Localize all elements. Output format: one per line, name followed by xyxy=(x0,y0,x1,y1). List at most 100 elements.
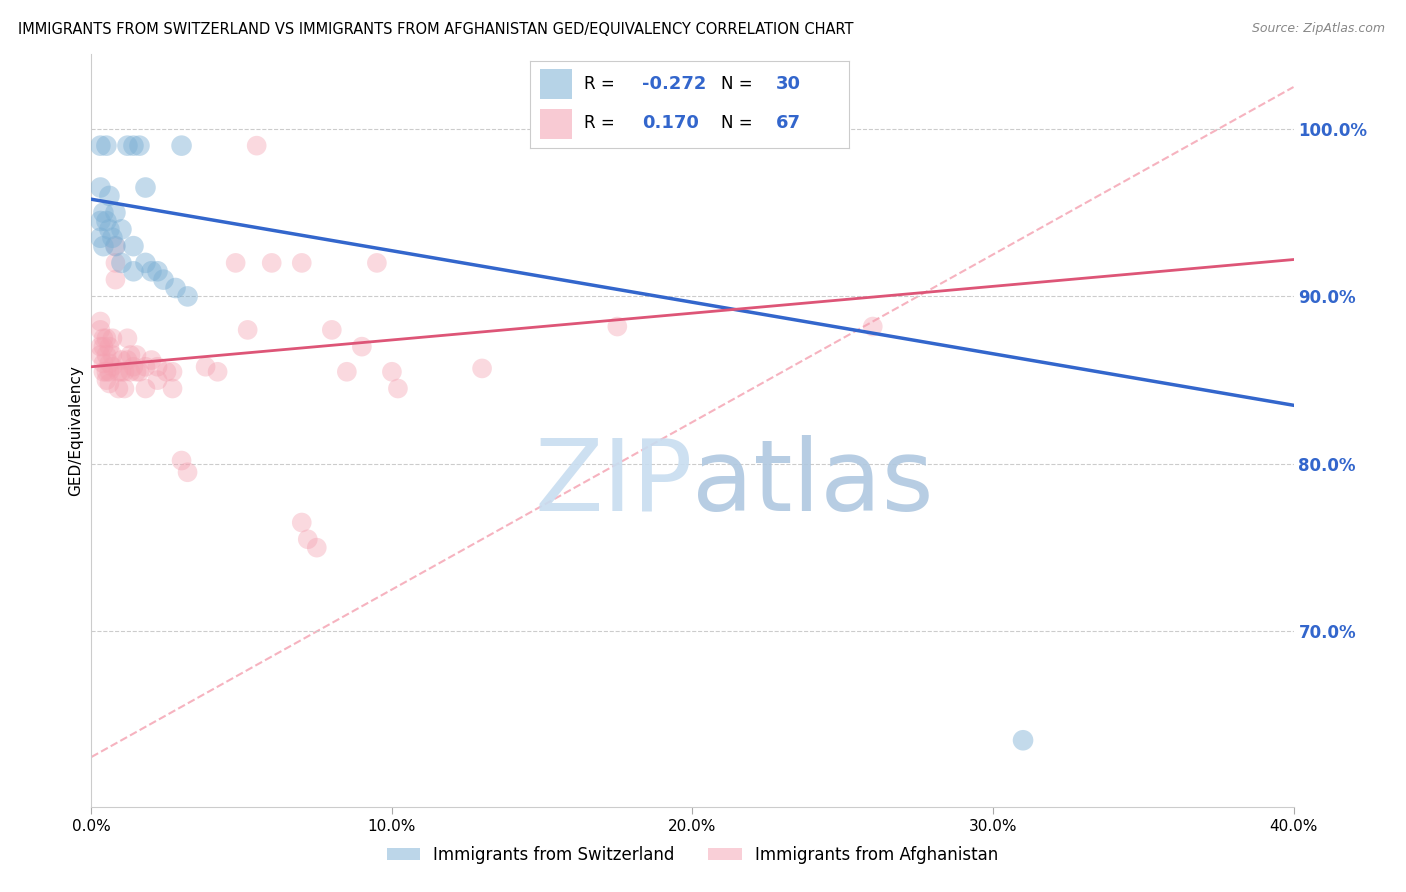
Point xyxy=(134,180,156,194)
Point xyxy=(93,331,115,345)
Point xyxy=(114,382,136,396)
Point xyxy=(98,356,121,370)
Point xyxy=(89,138,111,153)
Text: ZIP: ZIP xyxy=(534,434,692,532)
Point xyxy=(98,189,121,203)
Point xyxy=(98,376,121,391)
Point xyxy=(862,319,884,334)
Point xyxy=(165,281,187,295)
Point xyxy=(291,256,314,270)
Point xyxy=(122,264,145,278)
Point xyxy=(170,453,193,467)
Point xyxy=(107,365,129,379)
Text: atlas: atlas xyxy=(692,434,934,532)
Point xyxy=(291,516,314,530)
Point xyxy=(104,205,127,219)
Point xyxy=(134,359,156,374)
Point xyxy=(471,361,494,376)
Point xyxy=(128,138,150,153)
Point xyxy=(89,340,111,354)
Point xyxy=(381,365,404,379)
Point xyxy=(122,138,145,153)
Point xyxy=(246,138,269,153)
Point xyxy=(120,365,142,379)
Point xyxy=(89,314,111,328)
Point xyxy=(96,138,118,153)
Point xyxy=(152,273,174,287)
Point xyxy=(146,264,169,278)
Point xyxy=(89,231,111,245)
Point xyxy=(236,323,259,337)
Text: IMMIGRANTS FROM SWITZERLAND VS IMMIGRANTS FROM AFGHANISTAN GED/EQUIVALENCY CORRE: IMMIGRANTS FROM SWITZERLAND VS IMMIGRANT… xyxy=(18,22,853,37)
Point xyxy=(98,365,121,379)
Point xyxy=(260,256,283,270)
Point xyxy=(125,348,148,362)
Point xyxy=(114,365,136,379)
Point xyxy=(89,214,111,228)
Point xyxy=(297,533,319,547)
Point xyxy=(93,239,115,253)
Point xyxy=(110,222,132,236)
Point xyxy=(321,323,343,337)
Point xyxy=(101,331,124,345)
Point xyxy=(104,273,127,287)
Point xyxy=(93,356,115,370)
Point xyxy=(96,348,118,362)
Point xyxy=(606,319,628,334)
Point xyxy=(117,138,139,153)
Point xyxy=(387,382,409,396)
Point xyxy=(101,359,124,374)
Point xyxy=(141,264,163,278)
Point xyxy=(93,340,115,354)
Point xyxy=(107,382,129,396)
Point xyxy=(104,239,127,253)
Point xyxy=(141,353,163,368)
Point xyxy=(93,205,115,219)
Point xyxy=(336,365,359,379)
Point xyxy=(134,382,156,396)
Point xyxy=(96,365,118,379)
Point xyxy=(89,180,111,194)
Point xyxy=(350,340,373,354)
Point xyxy=(170,138,193,153)
Point xyxy=(110,256,132,270)
Point xyxy=(128,365,150,379)
Point xyxy=(110,365,132,379)
Y-axis label: GED/Equivalency: GED/Equivalency xyxy=(67,365,83,496)
Text: Source: ZipAtlas.com: Source: ZipAtlas.com xyxy=(1251,22,1385,36)
Legend: Immigrants from Switzerland, Immigrants from Afghanistan: Immigrants from Switzerland, Immigrants … xyxy=(380,839,1005,871)
Point xyxy=(122,359,145,374)
Point xyxy=(89,323,111,337)
Point xyxy=(134,256,156,270)
Point xyxy=(176,465,198,479)
Point xyxy=(93,365,115,379)
Point xyxy=(207,365,229,379)
Point xyxy=(120,348,142,362)
Point xyxy=(104,239,127,253)
Point xyxy=(146,359,169,374)
Point xyxy=(89,348,111,362)
Point xyxy=(125,365,148,379)
Point xyxy=(117,331,139,345)
Point xyxy=(96,373,118,387)
Point xyxy=(117,353,139,368)
Point xyxy=(176,289,198,303)
Point xyxy=(194,359,217,374)
Point xyxy=(98,340,121,354)
Point xyxy=(162,382,184,396)
Point xyxy=(110,353,132,368)
Point xyxy=(225,256,247,270)
Point xyxy=(146,373,169,387)
Point xyxy=(101,231,124,245)
Point xyxy=(98,222,121,236)
Point xyxy=(96,214,118,228)
Point xyxy=(162,365,184,379)
Point xyxy=(104,256,127,270)
Point xyxy=(305,541,328,555)
Point xyxy=(101,348,124,362)
Point xyxy=(155,365,177,379)
Point xyxy=(366,256,388,270)
Point xyxy=(96,331,118,345)
Point xyxy=(1012,733,1035,747)
Point xyxy=(122,239,145,253)
